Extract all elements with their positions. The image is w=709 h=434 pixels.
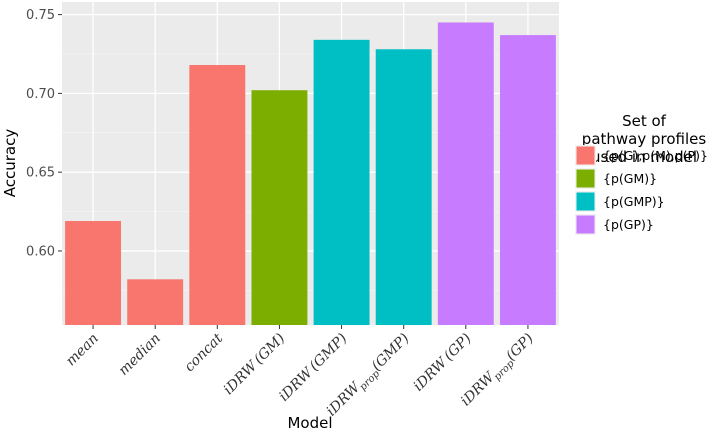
legend-swatch [576, 192, 595, 211]
y-tick-label: 0.60 [26, 244, 55, 259]
bar [127, 279, 184, 325]
x-tick-label: median [116, 331, 164, 379]
legend-title: pathway profiles [582, 130, 707, 148]
bar [251, 90, 308, 325]
y-axis: 0.60 0.65 0.70 0.75 [26, 8, 62, 259]
legend-label: {p(GP)} [603, 217, 654, 232]
y-tick-label: 0.75 [26, 8, 55, 23]
bars [65, 22, 556, 326]
y-axis-title: Accuracy [1, 129, 19, 198]
legend-label: {p(G),p(M),p(P)} [603, 148, 708, 163]
x-tick-label: concat [182, 330, 227, 375]
y-tick-label: 0.65 [26, 166, 55, 181]
legend-swatch [576, 169, 595, 188]
x-tick-label: mean [63, 331, 102, 370]
bar [499, 35, 556, 326]
x-axis-title: Model [287, 414, 332, 432]
bar [65, 221, 122, 325]
x-tick-label: iDRW (GM) [221, 331, 289, 399]
bar [189, 65, 246, 326]
bar [375, 49, 432, 326]
legend-title: used in model [591, 148, 697, 166]
bar [313, 39, 370, 325]
legend-swatch [576, 215, 595, 234]
y-tick-label: 0.70 [26, 87, 55, 102]
legend-swatch [576, 146, 595, 165]
legend-label: {p(GMP)} [603, 194, 665, 209]
bar [437, 22, 494, 325]
legend-label: {p(GM)} [603, 171, 657, 186]
legend-title: Set of [622, 112, 667, 130]
x-tick-label: iDRW (GP) [411, 331, 475, 395]
